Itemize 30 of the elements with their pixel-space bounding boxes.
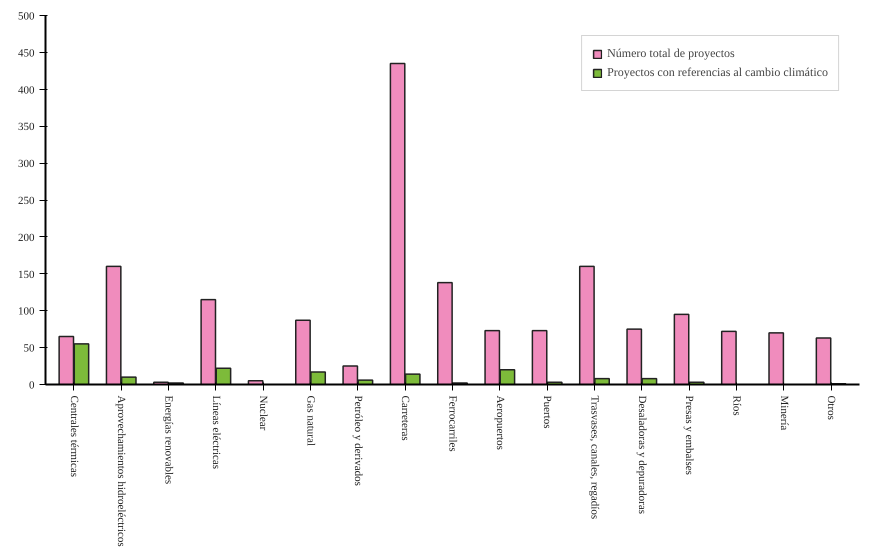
legend-label: Proyectos con referencias al cambio climático bbox=[607, 65, 828, 80]
x-tick-label: Centrales térmicas bbox=[68, 396, 80, 478]
x-tick-label: Gas natural bbox=[304, 396, 317, 446]
y-tick-label: 150 bbox=[18, 268, 35, 281]
y-tick-label: 100 bbox=[18, 306, 35, 318]
x-tick-label: Ferrocarriles bbox=[446, 396, 458, 452]
legend-label: Número total de proyectos bbox=[607, 46, 735, 61]
x-tick-label: Carreteras bbox=[399, 396, 412, 441]
x-tick-label: Minería bbox=[778, 396, 790, 430]
y-tick-label: 450 bbox=[18, 47, 35, 60]
x-tick-label: Puertos bbox=[541, 396, 554, 428]
x-tick-label: Nuclear bbox=[257, 396, 270, 431]
y-tick-label: 250 bbox=[18, 195, 35, 207]
y-tick-label: 50 bbox=[24, 342, 35, 355]
y-tick-label: 400 bbox=[18, 84, 35, 96]
x-tick-label: Líneas eléctricas bbox=[210, 396, 222, 470]
y-tick-label: 0 bbox=[29, 380, 35, 392]
x-tick-label: Desaladoras y depuradoras bbox=[636, 396, 648, 514]
x-tick-label: Aeropuertos bbox=[494, 396, 506, 450]
y-tick-label: 500 bbox=[18, 10, 35, 22]
x-tick-label: Aprovechamientos hidroeléctricos bbox=[115, 396, 128, 547]
x-tick-label: Ríos bbox=[730, 396, 742, 416]
y-tick-label: 350 bbox=[18, 121, 35, 134]
x-tick-label: Otros bbox=[825, 396, 838, 420]
x-tick-label: Trasvases, canales, regadíos bbox=[588, 396, 600, 520]
x-tick-label: Petróleo y derivados bbox=[352, 396, 364, 486]
y-tick-label: 300 bbox=[18, 158, 35, 170]
x-tick-label: Presas y embalses bbox=[683, 396, 696, 475]
x-tick-label: Energías renovables bbox=[162, 396, 175, 484]
y-tick-label: 200 bbox=[18, 232, 35, 244]
